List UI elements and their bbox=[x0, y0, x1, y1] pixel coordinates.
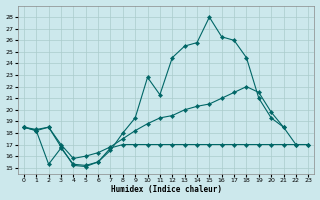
X-axis label: Humidex (Indice chaleur): Humidex (Indice chaleur) bbox=[111, 185, 221, 194]
